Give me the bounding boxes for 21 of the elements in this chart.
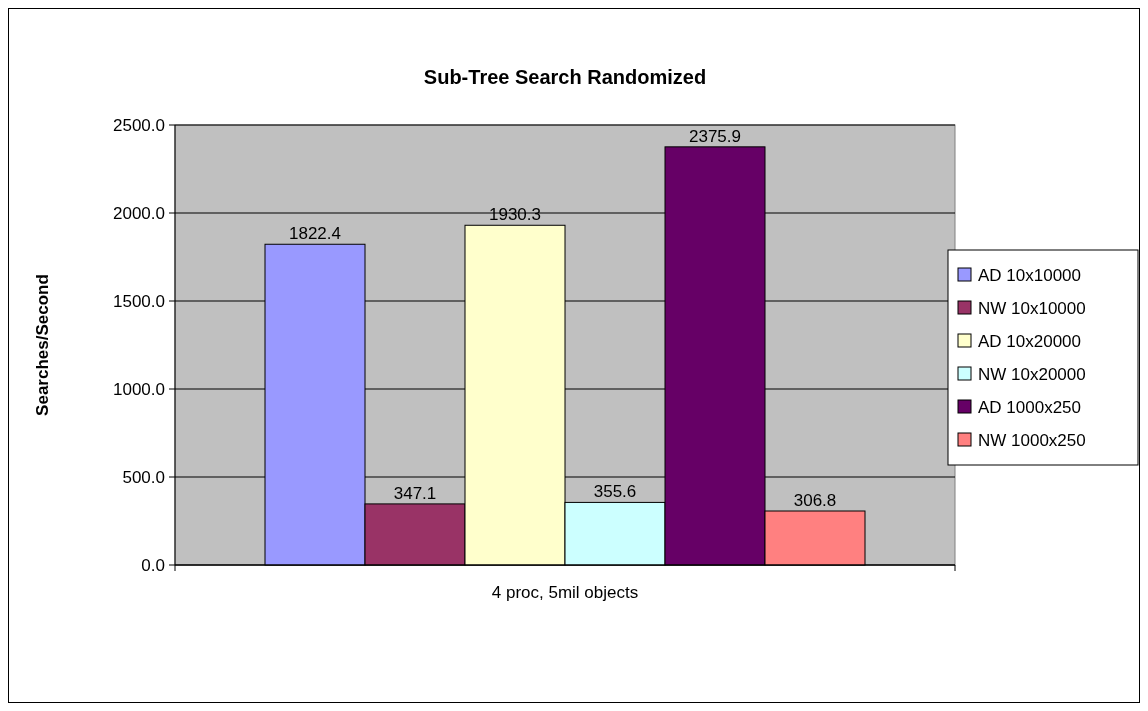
y-tick-label: 2500.0 [113, 115, 165, 135]
legend-label: NW 1000x250 [978, 430, 1086, 450]
y-tick-label: 1000.0 [113, 379, 165, 399]
y-tick-label: 1500.0 [113, 291, 165, 311]
data-label: 1822.4 [289, 224, 341, 244]
data-label: 347.1 [393, 483, 437, 503]
y-axis-title: Searches/Second [33, 274, 52, 416]
data-label: 2375.9 [689, 126, 741, 146]
data-label: 306.8 [793, 491, 837, 510]
data-label: 355.6 [593, 482, 637, 502]
y-tick-label: 500.0 [122, 467, 165, 487]
legend-label: NW 10x10000 [978, 298, 1086, 318]
x-tick-label: 4 proc, 5mil objects [491, 583, 639, 602]
y-tick-label: 2000.0 [113, 203, 165, 223]
legend-label: AD 10x20000 [978, 331, 1082, 351]
chart-title: Sub-Tree Search Randomized [423, 66, 707, 88]
y-tick-label: 0.0 [141, 555, 165, 575]
legend-label: AD 10x10000 [978, 265, 1082, 285]
legend-label: NW 10x20000 [978, 364, 1086, 384]
legend-label: AD 1000x250 [978, 397, 1082, 417]
data-label: 1930.3 [489, 205, 541, 225]
